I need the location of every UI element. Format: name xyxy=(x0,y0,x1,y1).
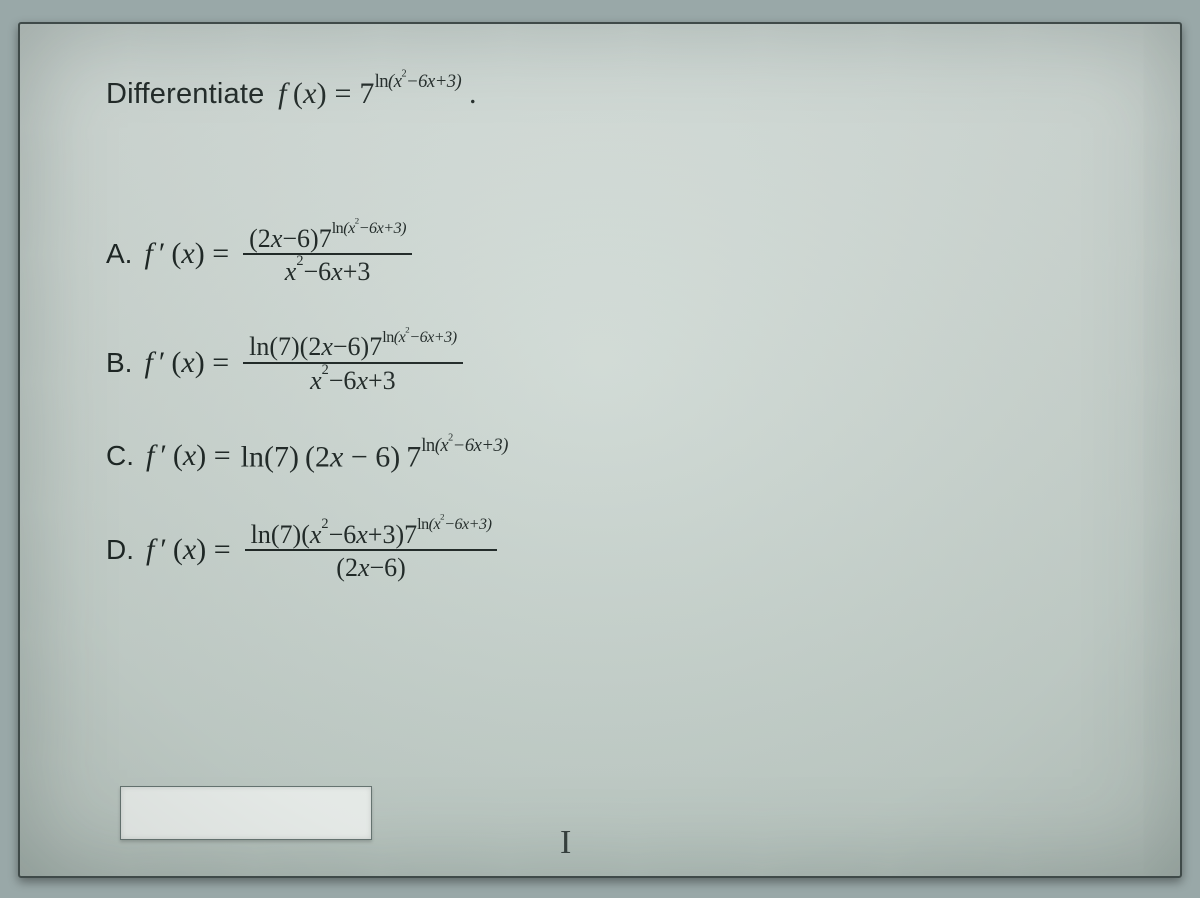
option-d-lhs: f ′ (x) = xyxy=(146,533,231,567)
worksheet-sheet: Differentiate f (x) = 7ln(x2−6x+3) . A. … xyxy=(18,22,1182,878)
option-c-letter: C. xyxy=(106,440,134,472)
option-a-letter: A. xyxy=(106,238,132,270)
text-cursor-icon: I xyxy=(560,824,571,862)
prompt-period: . xyxy=(469,77,477,110)
option-a-lhs: f ′ (x) = xyxy=(144,237,229,271)
option-a[interactable]: A. f ′ (x) = (2x−6)7ln(x2−6x+3) x2−6x+3 xyxy=(106,221,1100,288)
option-c-lhs: f ′ (x) = xyxy=(146,439,231,473)
option-d[interactable]: D. f ′ (x) = ln(7)(x2−6x+3)7ln(x2−6x+3) … xyxy=(106,517,1100,584)
prompt-verb: Differentiate xyxy=(106,78,264,110)
answer-input[interactable] xyxy=(121,787,375,841)
question-prompt: Differentiate f (x) = 7ln(x2−6x+3) . xyxy=(106,74,1100,111)
content-area: Differentiate f (x) = 7ln(x2−6x+3) . A. … xyxy=(106,74,1100,583)
answer-box xyxy=(120,786,372,840)
option-b-letter: B. xyxy=(106,347,132,379)
option-d-letter: D. xyxy=(106,534,134,566)
option-c-expr: ln(7) (2x − 6) 7ln(x2−6x+3) xyxy=(241,438,508,475)
option-c[interactable]: C. f ′ (x) = ln(7) (2x − 6) 7ln(x2−6x+3) xyxy=(106,438,1100,475)
option-b[interactable]: B. f ′ (x) = ln(7)(2x−6)7ln(x2−6x+3) x2−… xyxy=(106,329,1100,396)
option-d-fraction: ln(7)(x2−6x+3)7ln(x2−6x+3) (2x−6) xyxy=(245,517,498,584)
option-a-fraction: (2x−6)7ln(x2−6x+3) x2−6x+3 xyxy=(243,221,412,288)
options-list: A. f ′ (x) = (2x−6)7ln(x2−6x+3) x2−6x+3 … xyxy=(106,221,1100,584)
option-b-fraction: ln(7)(2x−6)7ln(x2−6x+3) x2−6x+3 xyxy=(243,329,462,396)
option-b-lhs: f ′ (x) = xyxy=(144,346,229,380)
prompt-expression: f (x) = 7ln(x2−6x+3) . xyxy=(278,77,477,110)
